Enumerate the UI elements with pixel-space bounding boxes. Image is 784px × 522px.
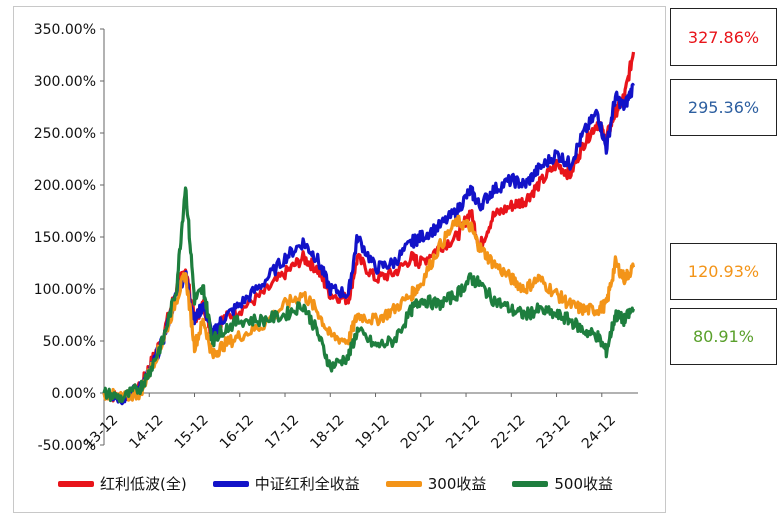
legend-label: 红利低波(全) xyxy=(100,475,187,493)
line-chart: -50.00% 0.00% 50.00% 100.00% 150.00% 200.00% 2… xyxy=(34,22,638,454)
x-tick-label: 23-12 xyxy=(534,412,574,452)
y-tick-label: 350.00% xyxy=(34,22,96,38)
legend: 红利低波(全) 中证红利全收益 300收益 500收益 xyxy=(58,473,613,494)
y-tick-label: 100.00% xyxy=(34,282,96,298)
x-tick-label: 15-12 xyxy=(172,412,212,452)
y-tick-label: 250.00% xyxy=(34,126,96,142)
x-tick-label: 19-12 xyxy=(353,412,393,452)
x-tick-label: 18-12 xyxy=(307,412,347,452)
x-tick-label: 16-12 xyxy=(217,412,257,452)
callout-end-value-2: 295.36% xyxy=(670,79,777,136)
series-line-1 xyxy=(103,51,636,406)
legend-swatch xyxy=(212,480,249,487)
y-tick-label: -50.00% xyxy=(38,438,96,454)
x-tick-label: 22-12 xyxy=(488,412,528,452)
legend-item-4: 500收益 xyxy=(512,473,613,494)
y-tick-label: 50.00% xyxy=(43,334,96,350)
legend-swatch xyxy=(512,480,549,487)
callout-end-value-4: 80.91% xyxy=(670,308,777,365)
x-tick-label: 24-12 xyxy=(579,412,619,452)
legend-label: 500收益 xyxy=(554,475,614,493)
x-tick-label: 17-12 xyxy=(262,412,302,452)
legend-label: 300收益 xyxy=(427,475,487,493)
series-line-3 xyxy=(102,214,636,402)
legend-item-3: 300收益 xyxy=(385,473,487,494)
y-tick-label: 150.00% xyxy=(34,230,96,246)
legend-swatch xyxy=(58,480,94,487)
y-tick-label: 0.00% xyxy=(52,386,96,402)
legend-item-2: 中证红利全收益 xyxy=(212,473,360,494)
x-tick-label: 14-12 xyxy=(126,412,166,452)
callout-end-value-1: 327.86% xyxy=(670,8,777,66)
legend-item-1: 红利低波(全) xyxy=(58,473,187,494)
callout-end-value-3: 120.93% xyxy=(670,243,777,300)
legend-swatch xyxy=(385,480,422,487)
x-tick-label: 21-12 xyxy=(443,412,483,452)
x-tick-label: 20-12 xyxy=(398,412,438,452)
y-tick-label: 300.00% xyxy=(34,74,96,90)
y-tick-label: 200.00% xyxy=(34,178,96,194)
x-tick-label: 13-12 xyxy=(81,412,121,452)
legend-label: 中证红利全收益 xyxy=(254,475,360,493)
series-line-2 xyxy=(102,82,635,406)
series-line-4 xyxy=(102,186,636,403)
chart-frame: -50.00% 0.00% 50.00% 100.00% 150.00% 200.00% 2… xyxy=(13,6,666,513)
